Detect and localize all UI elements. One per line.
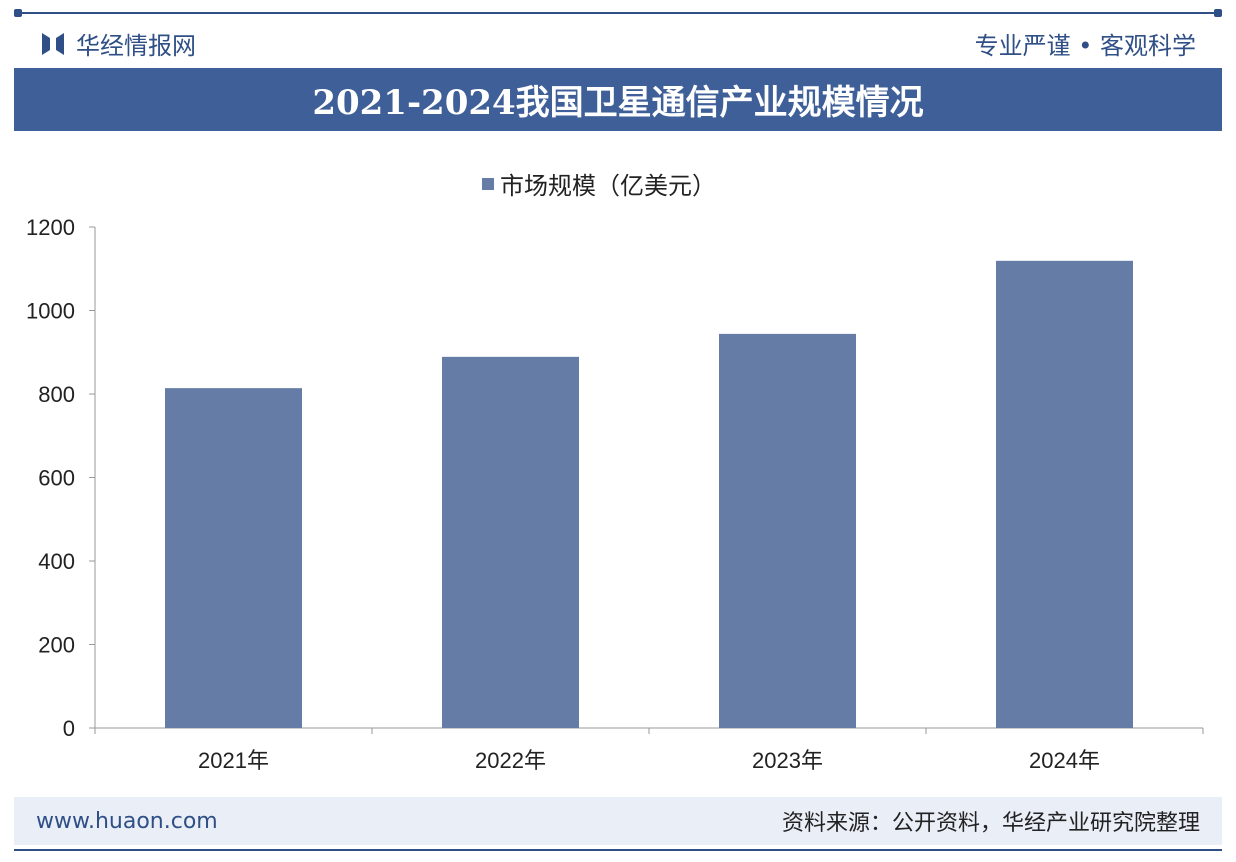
chart-title: 2021-2024我国卫星通信产业规模情况 <box>14 68 1222 131</box>
legend-label: 市场规模（亿美元） <box>500 172 716 200</box>
brand: 华经情报网 <box>40 26 196 61</box>
website[interactable]: www.huaon.com <box>36 808 218 834</box>
source-note: 资料来源：公开资料，华经产业研究院整理 <box>781 811 1200 836</box>
footer: www.huaon.com 资料来源：公开资料，华经产业研究院整理 <box>14 797 1222 845</box>
brand-logo-icon <box>42 32 64 55</box>
top-divider <box>14 9 1222 17</box>
y-tick-label: 600 <box>38 466 75 491</box>
bottom-divider <box>14 849 1222 851</box>
y-tick-label: 400 <box>38 549 75 574</box>
slogan: 专业严谨 • 客观科学 <box>974 32 1196 60</box>
legend: 市场规模（亿美元） <box>482 166 716 201</box>
y-tick-label: 200 <box>38 633 75 658</box>
x-tick-label: 2023年 <box>752 748 823 773</box>
legend-swatch <box>482 177 494 190</box>
bar-2023年 <box>719 333 856 728</box>
x-tick-label: 2022年 <box>475 748 546 773</box>
bar-2024年 <box>996 260 1133 728</box>
y-tick-label: 0 <box>63 716 75 741</box>
x-tick-label: 2024年 <box>1029 748 1100 773</box>
brand-name: 华经情报网 <box>76 32 196 60</box>
x-tick-label: 2021年 <box>198 748 269 773</box>
bar-2022年 <box>442 356 579 728</box>
bar-2021年 <box>165 388 302 728</box>
y-tick-label: 1200 <box>26 215 75 240</box>
y-tick-label: 1000 <box>26 299 75 324</box>
y-tick-label: 800 <box>38 382 75 407</box>
